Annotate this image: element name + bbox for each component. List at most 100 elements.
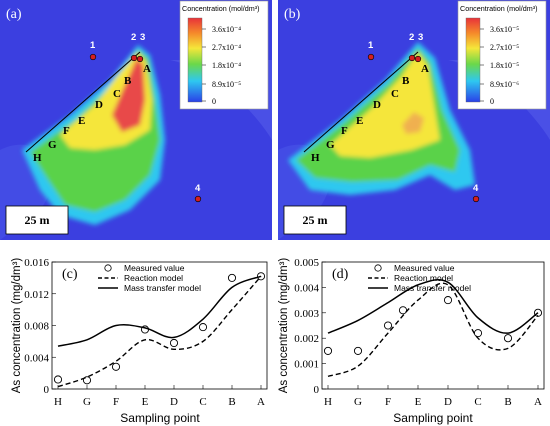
transect-label-h: H — [33, 152, 42, 164]
transect-label-e: E — [78, 115, 85, 127]
legend-tick-label: 8.9x10⁻⁶ — [490, 80, 519, 89]
x-tick-label: A — [534, 396, 542, 408]
scale-bar-box — [5, 205, 69, 235]
legend-tick-label: 3.6x10⁻⁴ — [212, 25, 241, 34]
y-tick-label: 0.004 — [24, 352, 49, 364]
y-tick-label: 0.003 — [294, 308, 319, 320]
legend-marker — [104, 264, 112, 272]
sample-point-marker — [408, 54, 416, 62]
sample-point-number: 2 — [131, 32, 136, 43]
transect-label-d: D — [95, 99, 103, 111]
map-annotations-a: (a) Concentration (mol/dm³) 3.6x10⁻⁴ 2.7x10… — [5, 0, 269, 235]
legend-tick-label: 1.8x10⁻⁵ — [490, 61, 519, 70]
transect-label-f: F — [341, 125, 348, 137]
x-tick-label: B — [228, 396, 235, 408]
sample-point-marker — [89, 53, 97, 61]
panel-label: (a) — [6, 7, 22, 22]
chart-d: 0 0.001 0.002 0.003 0.004 0.005 H G F E D C B A Sampli… — [278, 257, 543, 425]
y-tick-label: 0.008 — [24, 321, 49, 333]
measured-point — [256, 272, 266, 281]
transect-label-a: A — [421, 63, 429, 75]
chart-c: 0 0.004 0.008 0.012 0.016 H G F E D C B A Sampling po… — [11, 257, 266, 425]
chart-frame-d — [321, 261, 545, 390]
map-panel-b — [278, 0, 550, 240]
panel-label: (c) — [62, 267, 78, 282]
scale-bar-label: 25 m — [303, 213, 328, 227]
transect-label-c: C — [113, 88, 121, 100]
measured-point — [353, 346, 363, 355]
y-axis-title: As concentration (mg/dm³) — [11, 258, 23, 394]
x-tick-label: D — [444, 396, 452, 408]
y-tick-label: 0.001 — [294, 359, 319, 371]
measured-point — [111, 362, 121, 371]
legend-tick-label: 3.6x10⁻⁵ — [490, 25, 519, 34]
y-tick-label: 0.002 — [294, 333, 319, 345]
sample-point-number: 1 — [90, 40, 96, 51]
plume-spot — [402, 112, 424, 134]
measured-point — [398, 306, 408, 315]
map-annotations-b: (b) Concentration (mol/dm³) 3.6x10⁻⁵ 2.7x10… — [283, 0, 547, 235]
sample-point-number: 3 — [418, 32, 423, 43]
legend-tick-label: 1.8x10⁻⁴ — [212, 61, 241, 70]
transect-label-g: G — [48, 139, 57, 151]
measured-point — [503, 334, 513, 343]
sample-point-marker — [472, 195, 480, 203]
sample-point-number: 2 — [409, 32, 414, 43]
sample-point-marker — [130, 54, 138, 62]
transect-line — [25, 51, 141, 153]
sample-point-number: 4 — [195, 183, 201, 194]
x-tick-label: G — [83, 396, 91, 408]
sample-point-marker — [194, 195, 202, 203]
x-tick-label: E — [415, 396, 422, 408]
x-axis-title: Sampling point — [120, 411, 200, 425]
transect-label-h: H — [311, 152, 320, 164]
reaction-model-line — [57, 275, 262, 388]
sample-point-marker — [414, 55, 422, 63]
plume-high — [112, 58, 145, 132]
x-tick-label: E — [142, 396, 149, 408]
transect-label-b: B — [124, 75, 132, 87]
y-tick-label: 0.005 — [294, 257, 319, 269]
legend-entry: Measured value — [394, 263, 455, 273]
legend-title: Concentration (mol/dm³) — [460, 4, 538, 13]
scale-bar-label: 25 m — [25, 213, 50, 227]
x-tick-label: G — [354, 396, 362, 408]
x-tick-label: F — [385, 396, 391, 408]
x-tick-label: F — [113, 396, 119, 408]
y-tick-label: 0 — [314, 384, 320, 396]
mass-transfer-model-line — [327, 279, 539, 334]
legend-title: Concentration (mol/dm³) — [182, 4, 260, 13]
transect-label-b: B — [402, 75, 410, 87]
measured-point — [198, 323, 208, 332]
measured-point — [227, 273, 237, 282]
mass-transfer-model-line — [57, 275, 262, 347]
legend-marker — [374, 264, 382, 272]
panel-label: (d) — [332, 267, 349, 282]
y-tick-label: 0.004 — [294, 282, 319, 294]
legend-tick-label: 2.7x10⁻⁴ — [212, 43, 241, 52]
x-axis-title: Sampling point — [393, 411, 473, 425]
transect-label-c: C — [391, 88, 399, 100]
sample-point-marker — [367, 53, 375, 61]
legend-tick-label: 8.9x10⁻⁵ — [212, 80, 241, 89]
legend-entry: Mass transfer model — [124, 283, 201, 293]
transect-label-f: F — [63, 125, 70, 137]
transect-label-g: G — [326, 139, 335, 151]
x-tick-label: B — [504, 396, 511, 408]
x-tick-label: A — [257, 396, 265, 408]
panel-label: (b) — [284, 7, 301, 22]
transect-label-d: D — [373, 99, 381, 111]
legend-tick-label: 0 — [212, 97, 216, 106]
sample-point-number: 1 — [368, 40, 374, 51]
y-axis-title: As concentration (mg/dm³) — [278, 258, 290, 394]
y-tick-label: 0 — [44, 384, 50, 396]
legend-entry: Mass transfer model — [394, 283, 471, 293]
measured-point — [53, 375, 63, 384]
x-tick-label: H — [324, 396, 332, 408]
legend-tick-label: 0 — [490, 97, 494, 106]
legend-colorbar — [187, 17, 203, 103]
scale-bar-box — [283, 205, 347, 235]
measured-point — [169, 338, 179, 348]
x-tick-label: C — [199, 396, 206, 408]
